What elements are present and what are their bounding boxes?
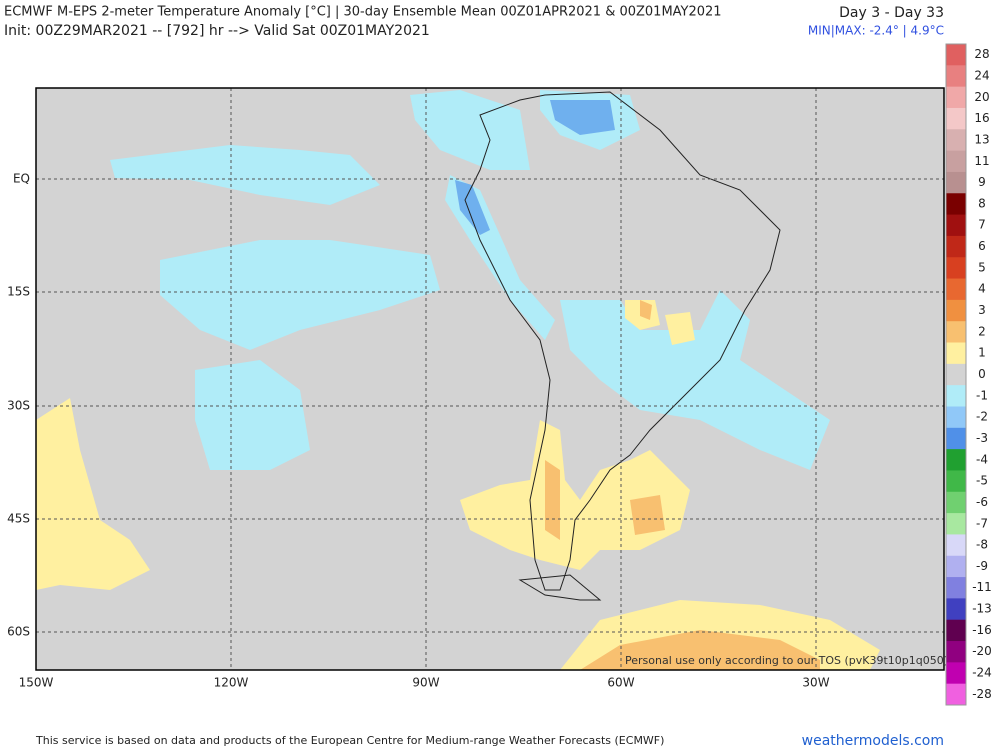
colorbar-cell [946,555,966,578]
colorbar-cell [946,65,966,88]
colorbar-label: -5 [976,474,988,488]
colorbar-cell [946,449,966,471]
colorbar-cell [946,299,966,322]
colorbar-cell [946,235,966,258]
footer-notice: This service is based on data and produc… [35,734,664,747]
colorbar-label: 9 [978,175,986,189]
colorbar-label: -28 [972,687,992,701]
colorbar-label: 3 [978,303,986,317]
title: ECMWF M-EPS 2-meter Temperature Anomaly … [4,5,722,20]
colorbar-cell [946,342,966,365]
watermark: Personal use only according to our TOS (… [625,654,948,667]
colorbar-label: 7 [978,218,986,232]
south-america-outline [464,91,781,591]
colorbar: 28 24 20 16 13 11 9 8 7 6 5 4 3 2 1 0 -1 -2 -3 -4 -5 -6 -7 -8 -9… [945,43,992,706]
colorbar-cell [946,641,966,663]
colorbar-label: 6 [978,239,986,253]
minmax: MIN|MAX: -2.4° | 4.9°C [808,24,944,38]
colorbar-label: 28 [974,47,989,61]
colorbar-cell [946,171,966,194]
colorbar-label: -24 [972,666,992,680]
colorbar-frame [945,43,967,706]
map-frame [35,87,945,671]
cool-core [455,100,615,235]
colorbar-cell [946,363,966,386]
subtitle: Init: 00Z29MAR2021 -- [792] hr --> Valid… [4,23,430,39]
lat-label: 45S [7,512,30,526]
colorbar-label: -2 [976,410,988,424]
lat-label: 60S [7,625,30,639]
lon-label: 90W [412,676,439,690]
colorbar-label: -11 [972,580,992,594]
colorbar-cell [946,129,966,152]
map-background [36,88,944,670]
colorbar-label: 8 [978,196,986,210]
colorbar-label: 5 [978,260,986,274]
lat-label: 30S [7,399,30,413]
colorbar-cell [946,278,966,301]
colorbar-label: 16 [974,111,989,125]
colorbar-cell [946,470,966,493]
colorbar-label: -1 [976,388,988,402]
graticule [36,88,944,670]
lon-label: 30W [802,676,829,690]
colorbar-label: 4 [978,282,986,296]
colorbar-cell [946,577,966,599]
colorbar-label: -7 [976,516,988,530]
colorbar-cell [946,406,966,429]
colorbar-label: -13 [972,602,992,616]
colorbar-cell [946,598,966,621]
period: Day 3 - Day 33 [839,5,944,21]
colorbar-label: 0 [978,367,986,381]
colorbar-cell [946,427,966,450]
colorbar-label: 24 [974,68,989,82]
map: Personal use only according to our TOS (… [35,87,948,671]
colorbar-label: -3 [976,431,988,445]
footer-site: weathermodels.com [802,733,944,749]
colorbar-cell [946,193,966,216]
colorbar-cell [946,321,966,344]
colorbar-label: -9 [976,559,988,573]
colorbar-cell [946,150,966,173]
colorbar-cell [946,619,966,642]
colorbar-label: 1 [978,346,986,360]
lat-label: EQ [13,172,30,186]
colorbar-label: -16 [972,623,992,637]
colorbar-label: -6 [976,495,988,509]
colorbar-cell [946,534,966,557]
colorbar-label: 20 [974,90,989,104]
colorbar-cell [946,86,966,109]
colorbar-label: 11 [974,154,989,168]
colorbar-label: -8 [976,538,988,552]
lon-label: 60W [607,676,634,690]
colorbar-label: -4 [976,452,988,466]
colorbar-label: -20 [972,644,992,658]
colorbar-label: 13 [974,132,989,146]
colorbar-cell [946,491,966,514]
colorbar-cell [946,385,966,407]
colorbar-cell [946,44,966,66]
colorbar-cell [946,107,966,130]
lat-label: 15S [7,285,30,299]
colorbar-cell [946,662,966,685]
warm-core [545,300,820,670]
colorbar-cell [946,683,966,706]
colorbar-cell [946,513,966,535]
colorbar-cell [946,257,966,280]
colorbar-cell [946,214,966,237]
lon-label: 150W [19,676,54,690]
lon-label: 120W [214,676,249,690]
tierra-del-fuego [518,574,602,601]
colorbar-label: 2 [978,324,986,338]
